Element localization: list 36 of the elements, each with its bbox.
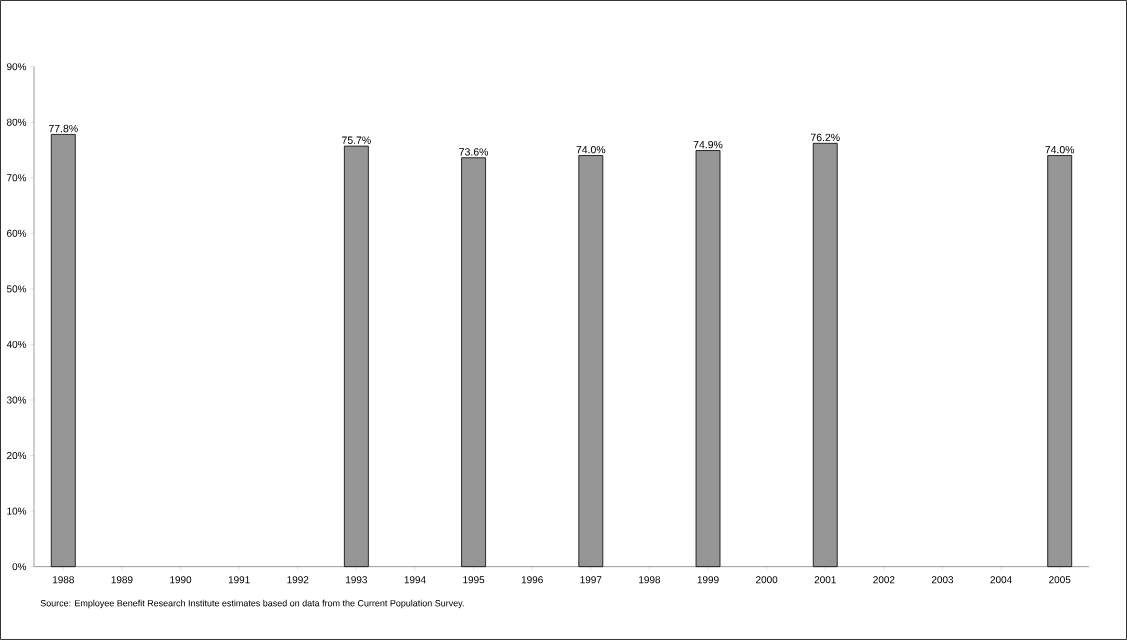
x-tick-label: 1999 xyxy=(697,576,719,584)
x-tick-label: 1990 xyxy=(170,576,192,584)
y-tick-label: 60% xyxy=(7,229,27,237)
x-tick-label: 1989 xyxy=(111,576,133,584)
y-tick-label: 30% xyxy=(6,396,27,404)
data-label: 74.9% xyxy=(693,140,723,149)
data-label: 77.8% xyxy=(49,124,78,133)
x-tick-label: 2003 xyxy=(931,576,954,584)
y-tick-label: 0% xyxy=(12,563,27,571)
x-tick-label: 1992 xyxy=(287,576,309,584)
data-label: 75.7% xyxy=(342,136,371,144)
data-label: 76.2% xyxy=(810,133,840,142)
x-tick-label: 2005 xyxy=(1049,576,1071,584)
data-label: 73.6% xyxy=(459,148,489,156)
x-tick-label: 2000 xyxy=(756,576,778,584)
y-tick-label: 50% xyxy=(6,285,27,293)
x-tick-label: 1998 xyxy=(639,576,661,584)
y-tick-label: 40% xyxy=(6,340,27,348)
data-label: 74.0% xyxy=(1045,145,1075,154)
x-tick-label: 2004 xyxy=(990,576,1012,584)
x-tick-label: 2001 xyxy=(814,576,836,584)
x-tick-label: 1995 xyxy=(463,576,485,584)
x-tick-label: 1994 xyxy=(404,576,426,584)
x-tick-label: 1991 xyxy=(228,576,250,584)
x-tick-label: 1993 xyxy=(346,576,368,584)
source-note: Source: Employee Benefit Research Institute estimates based on data from the Current Population Survey. xyxy=(40,599,464,609)
y-tick-label: 80% xyxy=(6,118,27,126)
y-tick-label: 20% xyxy=(7,452,27,460)
y-tick-label: 90% xyxy=(7,63,27,71)
x-tick-label: 1997 xyxy=(580,576,602,584)
y-tick-label: 10% xyxy=(7,507,27,515)
y-tick-label: 70% xyxy=(7,174,27,182)
x-tick-label: 1996 xyxy=(521,576,543,584)
data-label: 74.0% xyxy=(576,145,606,154)
x-tick-label: 2002 xyxy=(873,576,895,584)
x-tick-label: 1988 xyxy=(52,576,74,584)
